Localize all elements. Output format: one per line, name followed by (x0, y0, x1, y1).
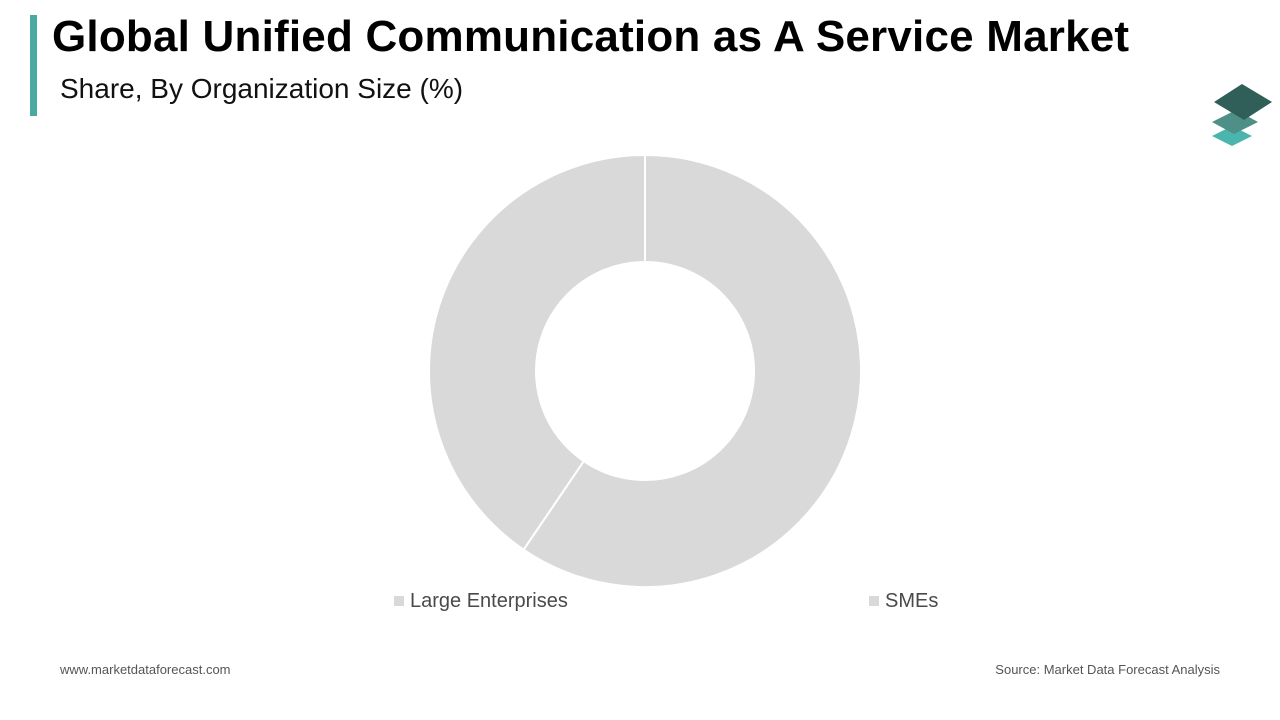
legend-swatch-smes (869, 596, 879, 606)
logo-layer-top (1214, 84, 1272, 120)
legend-swatch-large-enterprises (394, 596, 404, 606)
logo-layer-bottom (1212, 126, 1252, 146)
slice-large-enterprises (522, 153, 862, 588)
legend-label-smes: SMEs (885, 589, 939, 612)
title-accent-bar (30, 15, 37, 116)
legend-item-smes: SMEs (869, 590, 938, 612)
chart-subtitle: Share, By Organization Size (%) (60, 73, 464, 104)
footer-source: Source: Market Data Forecast Analysis (995, 662, 1220, 677)
slice-smes (428, 153, 646, 552)
donut-slices (428, 153, 862, 588)
legend-label-large-enterprises: Large Enterprises (410, 589, 568, 612)
legend-item-large-enterprises: Large Enterprises (394, 590, 568, 612)
chart-title: Global Unified Communication as A Servic… (52, 12, 1130, 61)
stacked-layers-logo-icon (1212, 84, 1272, 146)
footer-website: www.marketdataforecast.com (60, 662, 231, 677)
